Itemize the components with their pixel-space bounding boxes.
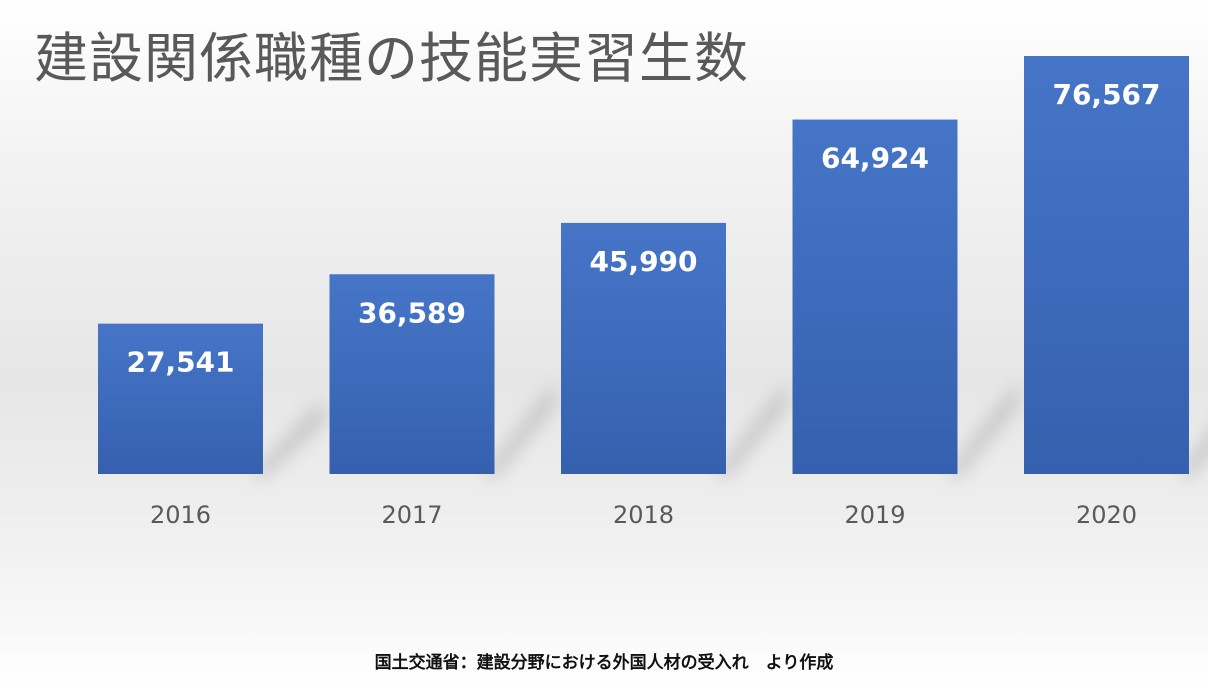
bar-2017 [329, 274, 495, 474]
bar-2019 [792, 119, 958, 475]
bar-shadow-2019 [947, 384, 1018, 478]
data-label-2018: 45,990 [589, 245, 697, 278]
source-note: 国土交通省：建設分野における外国人材の受入れ より作成 [374, 653, 834, 673]
bar-shadow-2018 [716, 384, 786, 478]
data-label-2019: 64,924 [821, 142, 929, 175]
x-tick-label-2017: 2017 [381, 501, 442, 529]
data-label-2017: 36,589 [358, 296, 466, 329]
x-tick-label-2020: 2020 [1076, 501, 1137, 529]
bar-2016 [98, 323, 263, 474]
chart-title: 建設関係職種の技能実習生数 [34, 27, 749, 90]
bar-shadow-2017 [484, 384, 555, 478]
bar-2020 [1024, 56, 1189, 474]
bar-shadow-2016 [253, 400, 323, 478]
x-tick-label-2016: 2016 [150, 501, 211, 529]
x-tick-label-2018: 2018 [613, 501, 674, 529]
data-label-2020: 76,567 [1052, 78, 1160, 111]
bar-2018 [561, 222, 726, 474]
x-tick-label-2019: 2019 [844, 501, 905, 529]
data-label-2016: 27,541 [126, 346, 234, 379]
